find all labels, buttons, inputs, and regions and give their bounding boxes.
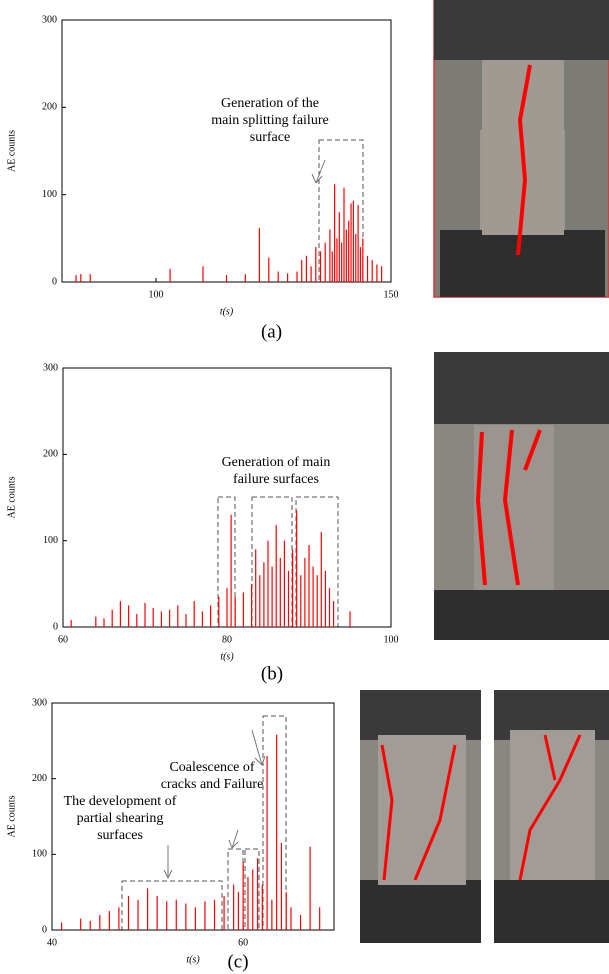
y-tick-label: 0 (53, 621, 58, 632)
chart: 0 100 200 300 40 60 AE counts t(s) (c) Coalescenc… (6, 697, 335, 972)
annotation: Coalescence of (169, 760, 254, 775)
annotation: partial shearing (77, 811, 164, 826)
panel-label: (a) (261, 321, 282, 342)
chart: 0 100 200 300 100 150 AE counts t(s) (a) Generati… (6, 14, 398, 342)
x-tick-label: 60 (238, 937, 248, 948)
annotation: cracks and Failure (161, 777, 264, 792)
y-axis-label: AE counts (6, 130, 17, 172)
panel-label: (c) (227, 951, 248, 972)
photo-b (434, 352, 609, 640)
x-tick-label: 150 (384, 289, 399, 300)
y-tick-label: 200 (32, 773, 47, 784)
annotation: surfaces (97, 828, 143, 843)
y-tick-label: 100 (32, 849, 47, 860)
photo-a (433, 0, 609, 298)
y-axis-label: AE counts (6, 476, 17, 518)
x-axis-label: t(s) (220, 306, 234, 317)
chart: 0 100 200 300 60 80 100 AE counts t(s) (b) Generat… (6, 362, 398, 684)
annotation: Generation of main (222, 455, 331, 470)
x-axis-label: t(s) (220, 651, 234, 662)
annotation: main splitting failure (211, 113, 328, 128)
annotation-arrows (163, 159, 326, 879)
x-axis-label: t(s) (186, 954, 200, 965)
x-tick-label: 60 (58, 634, 68, 645)
annotation: The development of (64, 794, 177, 809)
y-tick-label: 0 (52, 276, 57, 287)
y-tick-label: 200 (43, 449, 58, 460)
y-tick-label: 100 (42, 189, 57, 200)
panel-label: (b) (261, 663, 283, 684)
x-tick-label: 80 (222, 634, 232, 645)
annotation: Generation of the (221, 96, 319, 111)
y-tick-label: 300 (32, 697, 47, 708)
annotation: surface (250, 130, 290, 145)
x-tick-label: 40 (47, 937, 57, 948)
annotation: failure surfaces (233, 472, 319, 487)
y-axis-label: AE counts (6, 795, 17, 837)
y-tick-label: 200 (42, 102, 57, 113)
x-tick-label: 100 (149, 289, 164, 300)
photo-c (360, 690, 609, 943)
y-tick-label: 300 (42, 14, 57, 25)
y-tick-label: 300 (43, 362, 58, 373)
y-tick-label: 0 (42, 924, 47, 935)
x-tick-label: 100 (384, 634, 399, 645)
y-tick-label: 100 (43, 535, 58, 546)
plot-frame (51, 702, 335, 931)
